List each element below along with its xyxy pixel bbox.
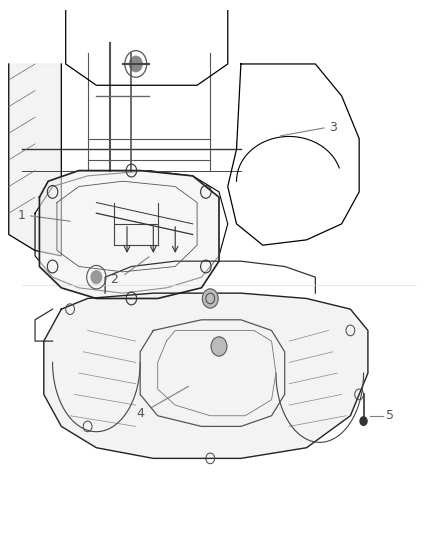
Circle shape xyxy=(129,56,142,72)
Circle shape xyxy=(211,337,227,356)
Text: 5: 5 xyxy=(386,409,394,422)
Polygon shape xyxy=(39,171,219,298)
Circle shape xyxy=(360,417,367,425)
Circle shape xyxy=(91,271,102,284)
Polygon shape xyxy=(44,293,368,458)
Text: 3: 3 xyxy=(329,122,337,134)
Text: 2: 2 xyxy=(110,273,118,286)
Circle shape xyxy=(202,289,218,308)
Text: 1: 1 xyxy=(18,209,26,222)
Text: 4: 4 xyxy=(136,407,144,419)
Polygon shape xyxy=(9,64,61,256)
